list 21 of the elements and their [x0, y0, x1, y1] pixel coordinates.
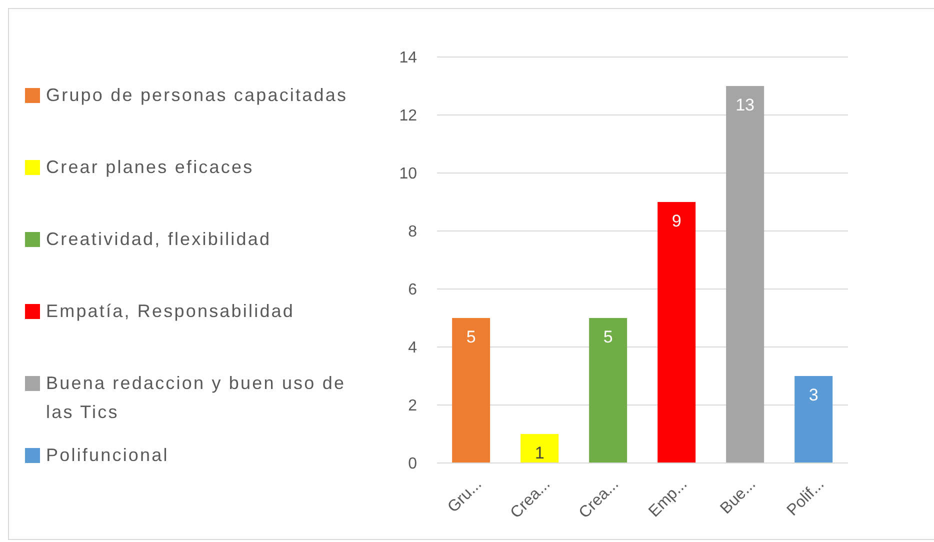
y-tick-label: 4	[408, 340, 418, 357]
y-tick-label: 6	[408, 282, 418, 299]
y-tick-label: 10	[399, 166, 418, 183]
legend-label: Grupo de personas capacitadas	[46, 84, 348, 107]
y-tick-label: 2	[408, 398, 418, 415]
legend-label: Empatía, Responsabilidad	[46, 300, 295, 323]
y-tick-label: 0	[408, 456, 418, 473]
legend-label: Buena redaccion y buen uso de las Tics	[46, 372, 347, 424]
data-label: 9	[672, 211, 682, 230]
y-tick-label: 8	[408, 224, 418, 241]
data-label: 3	[808, 385, 818, 404]
y-tick-label: 14	[399, 50, 418, 67]
legend-label: Crear planes eficaces	[46, 156, 254, 179]
data-label: 13	[736, 95, 755, 114]
y-tick-label: 12	[399, 108, 418, 125]
x-tick-label: Gru...	[444, 476, 486, 516]
legend-label: Creatividad, flexibilidad	[46, 228, 272, 251]
legend-label: Polifuncional	[46, 444, 169, 467]
data-label: 5	[466, 327, 476, 346]
data-label: 1	[534, 443, 544, 462]
data-label: 5	[603, 327, 613, 346]
